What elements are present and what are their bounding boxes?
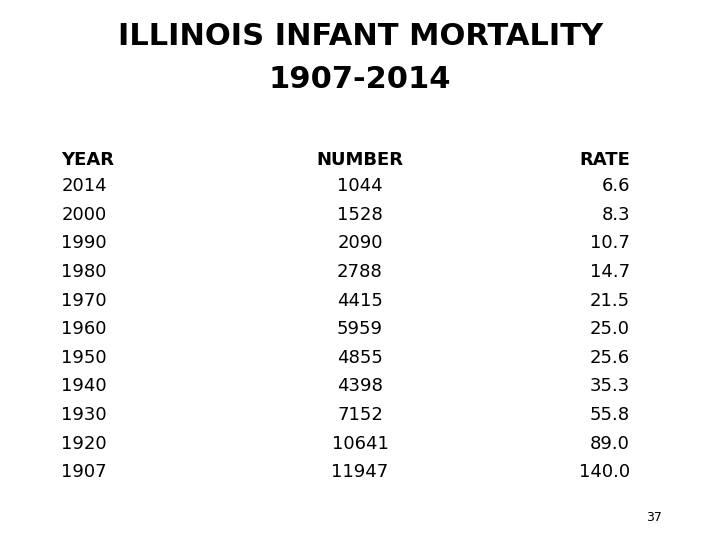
Text: 1930: 1930 — [61, 406, 107, 424]
Text: 10.7: 10.7 — [590, 234, 630, 252]
Text: 1970: 1970 — [61, 292, 107, 309]
Text: 4398: 4398 — [337, 377, 383, 395]
Text: 89.0: 89.0 — [590, 435, 630, 453]
Text: 7152: 7152 — [337, 406, 383, 424]
Text: RATE: RATE — [579, 151, 630, 169]
Text: 1907: 1907 — [61, 463, 107, 481]
Text: 2000: 2000 — [61, 206, 107, 224]
Text: 1044: 1044 — [337, 177, 383, 195]
Text: 1960: 1960 — [61, 320, 107, 338]
Text: YEAR: YEAR — [61, 151, 114, 169]
Text: 1528: 1528 — [337, 206, 383, 224]
Text: 21.5: 21.5 — [590, 292, 630, 309]
Text: ILLINOIS INFANT MORTALITY: ILLINOIS INFANT MORTALITY — [117, 22, 603, 51]
Text: 25.0: 25.0 — [590, 320, 630, 338]
Text: 2014: 2014 — [61, 177, 107, 195]
Text: 11947: 11947 — [331, 463, 389, 481]
Text: 25.6: 25.6 — [590, 349, 630, 367]
Text: 2788: 2788 — [337, 263, 383, 281]
Text: 4855: 4855 — [337, 349, 383, 367]
Text: 4415: 4415 — [337, 292, 383, 309]
Text: 140.0: 140.0 — [579, 463, 630, 481]
Text: 10641: 10641 — [332, 435, 388, 453]
Text: 1907-2014: 1907-2014 — [269, 65, 451, 94]
Text: 1920: 1920 — [61, 435, 107, 453]
Text: 55.8: 55.8 — [590, 406, 630, 424]
Text: NUMBER: NUMBER — [317, 151, 403, 169]
Text: 2090: 2090 — [337, 234, 383, 252]
Text: 1940: 1940 — [61, 377, 107, 395]
Text: 8.3: 8.3 — [601, 206, 630, 224]
Text: 6.6: 6.6 — [601, 177, 630, 195]
Text: 35.3: 35.3 — [590, 377, 630, 395]
Text: 1950: 1950 — [61, 349, 107, 367]
Text: 14.7: 14.7 — [590, 263, 630, 281]
Text: 5959: 5959 — [337, 320, 383, 338]
Text: 37: 37 — [647, 511, 662, 524]
Text: 1990: 1990 — [61, 234, 107, 252]
Text: 1980: 1980 — [61, 263, 107, 281]
